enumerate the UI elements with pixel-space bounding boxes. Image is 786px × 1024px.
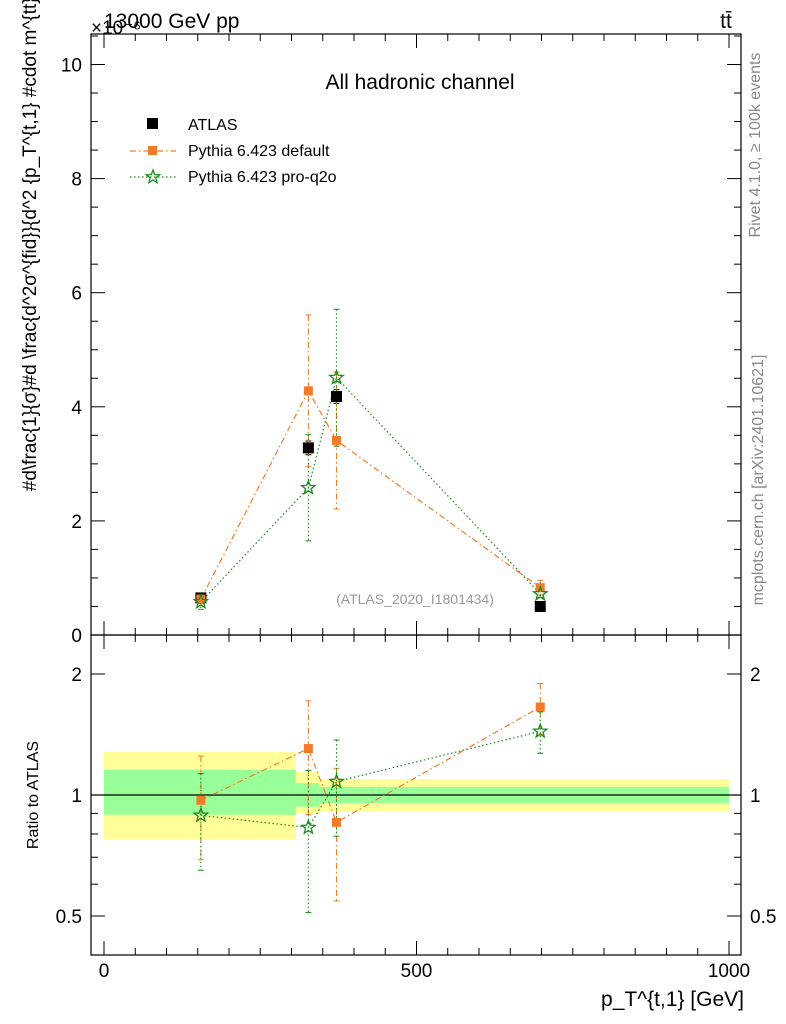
legend-default-marker bbox=[148, 146, 157, 155]
ratio-y-tick-label: 1 bbox=[71, 786, 82, 807]
ratio-y-tick-label-right: 0.5 bbox=[750, 907, 776, 928]
main-point-pythia-6-423-pro-q2o bbox=[299, 478, 317, 495]
ratio-point-pythia-6-423-default bbox=[332, 817, 341, 827]
x-tick-label: 0 bbox=[99, 961, 110, 982]
ratio-panel-bands-layer bbox=[91, 751, 741, 840]
ratio-point-pythia-6-423-default bbox=[535, 702, 545, 712]
main-line-pythia-6-423-pro-q2o bbox=[200, 376, 541, 603]
series-lines-layer bbox=[200, 376, 541, 829]
ratio-y-axis-label: Ratio to ATLAS bbox=[25, 741, 42, 849]
chart-title: All hadronic channel bbox=[325, 71, 514, 94]
main-point-atlas bbox=[331, 391, 342, 403]
main-y-tick-label: 2 bbox=[71, 512, 82, 533]
main-y-axis-label: #d\frac{1}{σ}#d \frac{d^2σ^{fid}}{d^2 {p… bbox=[20, 0, 41, 491]
ratio-point-pythia-6-423-pro-q2o bbox=[192, 806, 210, 823]
markers-layer bbox=[192, 368, 549, 835]
rivet-version-label: Rivet 4.1.0, ≥ 100k events bbox=[747, 53, 764, 238]
main-point-atlas bbox=[302, 442, 314, 454]
ratio-point-pythia-6-423-pro-q2o bbox=[531, 722, 549, 739]
ratio-y-tick-label-right: 1 bbox=[750, 786, 761, 807]
main-point-pythia-6-423-default bbox=[303, 386, 313, 396]
analysis-watermark: (ATLAS_2020_I1801434) bbox=[336, 591, 494, 607]
ratio-line-pythia-6-423-default bbox=[200, 706, 541, 824]
y-exponent-label: ×10⁻⁶ bbox=[91, 18, 141, 39]
main-point-pythia-6-423-pro-q2o bbox=[192, 593, 210, 610]
main-point-pythia-6-423-default bbox=[332, 435, 341, 445]
main-point-atlas bbox=[534, 600, 546, 612]
legend-atlas-label: ATLAS bbox=[188, 117, 238, 134]
ratio-y-tick-label-right: 2 bbox=[750, 665, 761, 686]
header-left-label: 13000 GeV pp bbox=[104, 10, 239, 33]
main-line-pythia-6-423-default bbox=[200, 389, 541, 600]
legend-atlas-marker bbox=[147, 118, 158, 129]
main-y-tick-label: 4 bbox=[71, 398, 82, 419]
header-right-label: tt̄ bbox=[720, 10, 732, 33]
legend-proq2o-label: Pythia 6.423 pro-q2o bbox=[188, 169, 337, 186]
axes-layer: 0 2 4 6 8 10 0 500 1000 0.5 0.5 1 1 2 2 bbox=[56, 34, 776, 982]
main-point-pythia-6-423-pro-q2o bbox=[328, 368, 345, 385]
main-y-tick-label: 8 bbox=[71, 170, 82, 191]
ratio-point-pythia-6-423-default bbox=[303, 744, 313, 754]
main-point-pythia-6-423-pro-q2o bbox=[531, 585, 549, 602]
ratio-point-pythia-6-423-default bbox=[196, 795, 206, 805]
ratio-band-inner bbox=[104, 769, 296, 815]
mcplots-label: mcplots.cern.ch [arXiv:2401.10621] bbox=[750, 355, 767, 606]
x-tick-label: 500 bbox=[401, 961, 433, 982]
ratio-y-tick-label: 2 bbox=[71, 665, 82, 686]
ratio-point-pythia-6-423-pro-q2o bbox=[299, 818, 317, 835]
legend-default-label: Pythia 6.423 default bbox=[188, 143, 330, 160]
x-tick-label: 1000 bbox=[708, 961, 750, 982]
legend: ATLAS Pythia 6.423 default Pythia 6.423 … bbox=[130, 117, 337, 186]
legend-star-shape bbox=[144, 168, 162, 185]
legend-proq2o-marker bbox=[144, 168, 162, 185]
main-y-tick-label: 10 bbox=[61, 56, 82, 77]
main-y-tick-label: 6 bbox=[71, 284, 82, 305]
main-y-tick-label: 0 bbox=[71, 626, 82, 647]
ratio-y-tick-label: 0.5 bbox=[56, 907, 82, 928]
ratio-point-pythia-6-423-pro-q2o bbox=[328, 772, 345, 789]
main-point-pythia-6-423-default bbox=[196, 594, 206, 604]
x-axis-label: p_T^{t,1} [GeV] bbox=[601, 988, 744, 1011]
